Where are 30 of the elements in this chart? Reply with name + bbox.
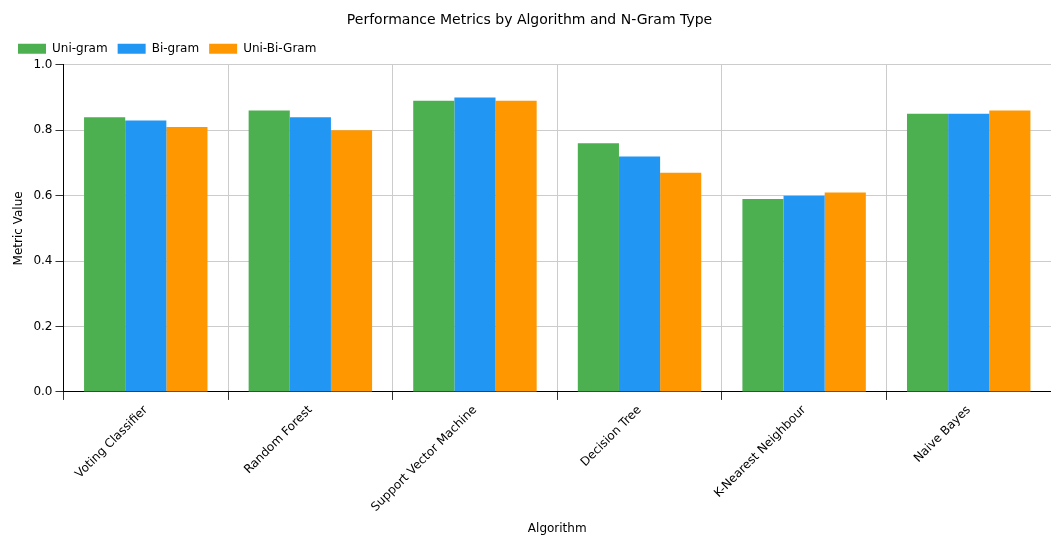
y-tick-label: 0.4 — [33, 253, 53, 268]
bar — [618, 156, 661, 392]
bar — [84, 117, 126, 392]
y-tick-label: 0.0 — [33, 384, 53, 399]
bar — [824, 192, 866, 392]
bar — [248, 110, 290, 392]
bar — [166, 126, 208, 392]
legend-label: Uni-Bi-Gram — [243, 40, 317, 55]
y-axis-title: Metric Value — [11, 191, 26, 266]
bar — [495, 100, 537, 392]
bar — [783, 195, 825, 392]
y-tick-label: 1.0 — [33, 56, 53, 71]
bar — [989, 110, 1031, 392]
bar — [454, 97, 496, 392]
legend-label: Bi-gram — [151, 40, 200, 55]
chart-title: Performance Metrics by Algorithm and N-Gram Type — [346, 11, 713, 28]
bar — [577, 143, 619, 392]
y-tick-label: 0.2 — [33, 318, 53, 333]
y-tick-label: 0.8 — [33, 122, 53, 137]
legend-label: Uni-gram — [52, 40, 108, 55]
bar — [125, 120, 167, 392]
bar — [906, 113, 949, 392]
bar — [289, 117, 331, 392]
x-axis-title: Algorithm — [527, 520, 587, 535]
bar — [330, 130, 373, 392]
bar — [948, 113, 990, 392]
bar — [413, 100, 455, 392]
bar — [742, 198, 784, 392]
y-tick-label: 0.6 — [33, 187, 53, 202]
bar — [660, 172, 702, 392]
